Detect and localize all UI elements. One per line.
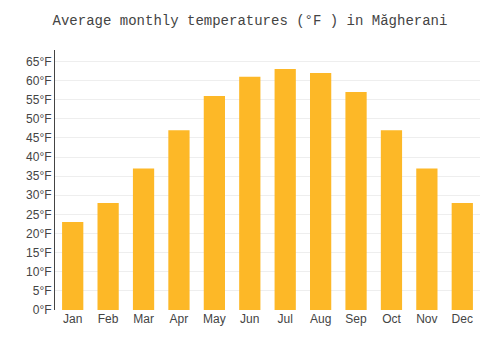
svg-text:55°F: 55°F bbox=[26, 93, 51, 107]
svg-text:20°F: 20°F bbox=[26, 227, 51, 241]
svg-text:60°F: 60°F bbox=[26, 74, 51, 88]
svg-text:30°F: 30°F bbox=[26, 188, 51, 202]
svg-text:Feb: Feb bbox=[98, 312, 119, 326]
svg-text:45°F: 45°F bbox=[26, 131, 51, 145]
svg-text:Mar: Mar bbox=[133, 312, 154, 326]
svg-text:0°F: 0°F bbox=[33, 303, 52, 317]
svg-text:10°F: 10°F bbox=[26, 265, 51, 279]
svg-text:May: May bbox=[203, 312, 226, 326]
svg-text:Jun: Jun bbox=[240, 312, 259, 326]
svg-text:Sep: Sep bbox=[345, 312, 367, 326]
svg-text:65°F: 65°F bbox=[26, 55, 51, 69]
svg-text:25°F: 25°F bbox=[26, 208, 51, 222]
svg-text:Aug: Aug bbox=[310, 312, 331, 326]
svg-text:Oct: Oct bbox=[382, 312, 401, 326]
svg-text:40°F: 40°F bbox=[26, 150, 51, 164]
svg-text:Jan: Jan bbox=[63, 312, 82, 326]
svg-text:50°F: 50°F bbox=[26, 112, 51, 126]
svg-text:Average monthly temperatures (: Average monthly temperatures (°F ) in Mă… bbox=[53, 13, 448, 29]
svg-text:15°F: 15°F bbox=[26, 246, 51, 260]
svg-text:Nov: Nov bbox=[416, 312, 437, 326]
svg-text:35°F: 35°F bbox=[26, 169, 51, 183]
svg-text:5°F: 5°F bbox=[33, 284, 52, 298]
svg-text:Jul: Jul bbox=[278, 312, 293, 326]
svg-text:Dec: Dec bbox=[452, 312, 473, 326]
svg-text:Apr: Apr bbox=[170, 312, 189, 326]
